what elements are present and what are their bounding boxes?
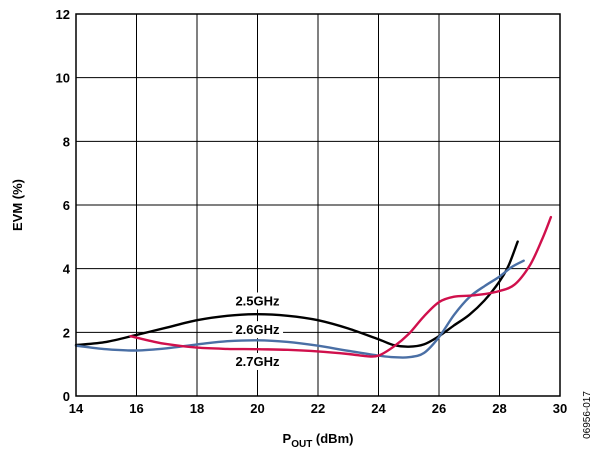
y-tick-label: 4 bbox=[63, 262, 71, 277]
x-tick-label: 22 bbox=[311, 401, 325, 416]
x-tick-label: 20 bbox=[250, 401, 264, 416]
grid-lines bbox=[75, 13, 561, 397]
x-axis-label-main: P bbox=[283, 431, 292, 446]
curve-annotations: 2.5GHz 2.6GHz 2.7GHz bbox=[232, 292, 284, 370]
plot-area-border bbox=[75, 13, 561, 397]
curve-label: 2.6GHz bbox=[232, 321, 284, 339]
curve-label-text: 2.7GHz bbox=[235, 354, 280, 369]
x-tick-label: 28 bbox=[492, 401, 506, 416]
series-line-2-6ghz bbox=[74, 259, 525, 359]
x-tick-label: 30 bbox=[553, 401, 567, 416]
curve-label: 2.7GHz bbox=[232, 352, 284, 370]
series-lines bbox=[74, 215, 553, 359]
x-tick-label: 26 bbox=[432, 401, 446, 416]
curve-label: 2.5GHz bbox=[232, 292, 284, 310]
figure-id: 06956-017 bbox=[582, 391, 593, 439]
y-tick-label: 8 bbox=[63, 134, 70, 149]
curve-label-background bbox=[232, 292, 284, 310]
x-tick-label: 16 bbox=[129, 401, 143, 416]
x-axis-label: POUT (dBm) bbox=[283, 431, 354, 450]
y-tick-label: 6 bbox=[63, 198, 70, 213]
y-tick-labels: 0 2 4 6 8 10 12 bbox=[56, 7, 71, 404]
series-line-2-7ghz bbox=[129, 215, 553, 358]
y-tick-label: 10 bbox=[56, 71, 70, 86]
curve-label-background bbox=[232, 352, 284, 370]
y-tick-label: 2 bbox=[63, 325, 70, 340]
y-axis-label: EVM (%) bbox=[10, 179, 25, 231]
x-tick-label: 18 bbox=[190, 401, 204, 416]
y-tick-label: 0 bbox=[63, 389, 70, 404]
x-tick-labels: 14 16 18 20 22 24 26 28 30 bbox=[69, 401, 567, 416]
x-axis-label-subscript: OUT bbox=[291, 439, 312, 450]
curve-label-background bbox=[232, 321, 284, 339]
curve-label-text: 2.5GHz bbox=[235, 294, 280, 309]
y-tick-label: 12 bbox=[56, 7, 70, 22]
x-tick-label: 24 bbox=[371, 401, 386, 416]
curve-label-text: 2.6GHz bbox=[235, 322, 280, 337]
x-axis-label-unit: (dBm) bbox=[312, 431, 353, 446]
series-line-2-5ghz bbox=[74, 240, 519, 348]
x-tick-label: 14 bbox=[69, 401, 84, 416]
